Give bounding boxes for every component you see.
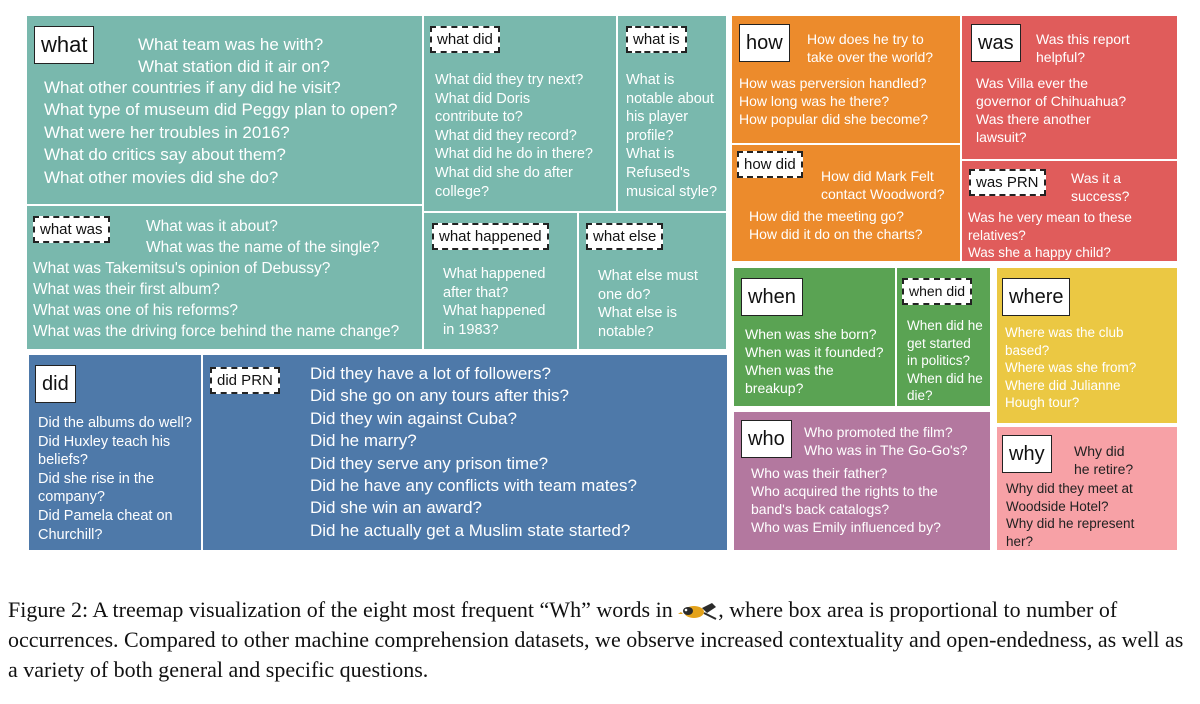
how-cell: how How does he try to take over the wor… [731,15,961,144]
when-did-label: when did [902,278,973,305]
where-label: where [1002,278,1071,316]
how-questions-top: How does he try to take over the world? [807,31,934,65]
who-questions: Who was their father? Who acquired the r… [751,465,941,535]
where-cell: where Where was the club based? Where wa… [996,267,1178,424]
caption-text-before: Figure 2: A treemap visualization of the… [8,597,679,622]
what-questions-top: What team was he with? What station did … [138,35,330,77]
how-label: how [739,24,790,62]
was-questions: Was Villa ever the governor of Chihuahua… [976,75,1127,145]
when-cell: when When was she born? When was it foun… [733,267,896,407]
was-prn-questions-top: Was it a success? [1071,170,1130,204]
who-cell: who Who promoted the film? Who was in Th… [733,411,991,551]
who-label: who [741,420,792,458]
what-happened-label: what happened [432,223,549,250]
did-prn-label: did PRN [210,367,280,394]
what-did-questions: What did they try next? What did Doris c… [435,72,593,200]
how-did-label: how did [737,151,803,178]
how-did-questions-top: How did Mark Felt contact Woodword? [821,168,945,202]
why-cell: why Why did he retire? Why did they meet… [996,426,1178,551]
what-else-cell: what else What else must one do? What el… [578,212,727,350]
treemap: what What team was he with? What station… [26,15,1178,551]
when-did-cell: when did When did he get started in poli… [896,267,991,407]
what-was-cell: what was What was it about? What was the… [26,205,423,350]
who-questions-top: Who promoted the film? Who was in The Go… [804,424,968,458]
why-label: why [1002,435,1052,473]
what-questions: What other countries if any did he visit… [44,78,398,187]
what-is-cell: what is What is notable about his player… [617,15,727,212]
was-prn-label: was PRN [969,169,1046,196]
what-did-label: what did [430,26,500,53]
what-was-questions: What was Takemitsu's opinion of Debussy?… [33,260,400,340]
was-prn-questions: Was he very mean to these relatives? Was… [968,210,1132,260]
did-cell: did Did the albums do well? Did Huxley t… [28,354,202,551]
what-did-cell: what did What did they try next? What di… [423,15,617,212]
how-did-questions: How did the meeting go? How did it do on… [749,208,923,242]
did-prn-questions: Did they have a lot of followers? Did sh… [310,364,637,540]
did-label: did [35,365,76,403]
how-questions: How was perversion handled? How long was… [739,75,929,127]
was-cell: was Was this report helpful? Was Villa e… [961,15,1178,160]
what-else-label: what else [586,223,664,250]
duck-logo-icon [678,599,718,621]
caption-text-after: , where box area is proportional to numb… [8,597,1184,682]
what-cell: what What team was he with? What station… [26,15,423,205]
when-label: when [741,278,803,316]
when-questions: When was she born? When was it founded? … [745,326,884,396]
what-was-questions-top: What was it about? What was the name of … [146,218,380,256]
what-happened-cell: what happened What happened after that? … [423,212,578,350]
was-questions-top: Was this report helpful? [1036,31,1130,65]
what-else-questions: What else must one do? What else is nota… [598,268,698,340]
what-was-label: what was [33,216,110,243]
was-prn-cell: was PRN Was it a success? Was he very me… [961,160,1178,262]
what-is-label: what is [626,26,687,53]
why-questions-top: Why did he retire? [1074,443,1134,477]
was-label: was [971,24,1021,62]
how-did-cell: how did How did Mark Felt contact Woodwo… [731,144,961,262]
figure-caption: Figure 2: A treemap visualization of the… [8,595,1193,685]
did-prn-cell: did PRN Did they have a lot of followers… [202,354,728,551]
where-questions: Where was the club based? Where was she … [1005,325,1137,410]
what-happened-questions: What happened after that? What happened … [443,266,546,338]
what-is-questions: What is notable about his player profile… [626,72,718,200]
what-label: what [34,26,95,64]
why-questions: Why did they meet at Woodside Hotel? Why… [1006,481,1135,549]
did-questions: Did the albums do well? Did Huxley teach… [38,415,192,543]
when-did-questions: When did he get started in politics? Whe… [907,318,983,403]
